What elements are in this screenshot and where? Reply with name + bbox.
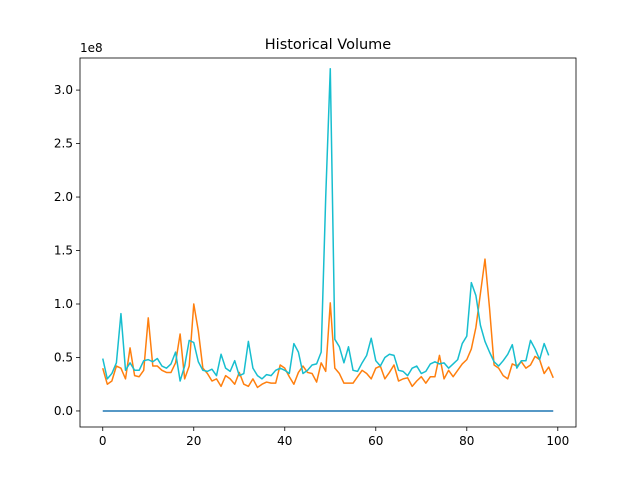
x-tick-label: 80: [459, 434, 474, 448]
series-line-3: [102, 67, 550, 382]
y-tick-label: 2.5: [54, 137, 73, 151]
y-tick-label: 3.0: [54, 83, 73, 97]
x-tick-label: 20: [186, 434, 201, 448]
x-tick-label: 100: [546, 434, 569, 448]
x-axis: 0 20 40 60 80 100: [99, 427, 569, 448]
y-tick-label: 1.0: [54, 297, 73, 311]
y-tick-label: 0.0: [54, 404, 73, 418]
x-tick-label: 0: [99, 434, 107, 448]
series-layer: [102, 67, 554, 412]
chart-title: Historical Volume: [265, 37, 392, 53]
y-tick-label: 0.5: [54, 350, 73, 364]
plot-frame: [79, 57, 577, 428]
y-tick-label: 2.0: [54, 190, 73, 204]
y-axis: 0.0 0.5 1.0 1.5 2.0 2.5 3.0: [54, 83, 80, 418]
x-tick-label: 40: [277, 434, 292, 448]
series-line-2: [102, 258, 554, 389]
x-tick-label: 60: [368, 434, 383, 448]
y-tick-label: 1.5: [54, 244, 73, 258]
y-offset-label: 1e8: [80, 41, 103, 55]
